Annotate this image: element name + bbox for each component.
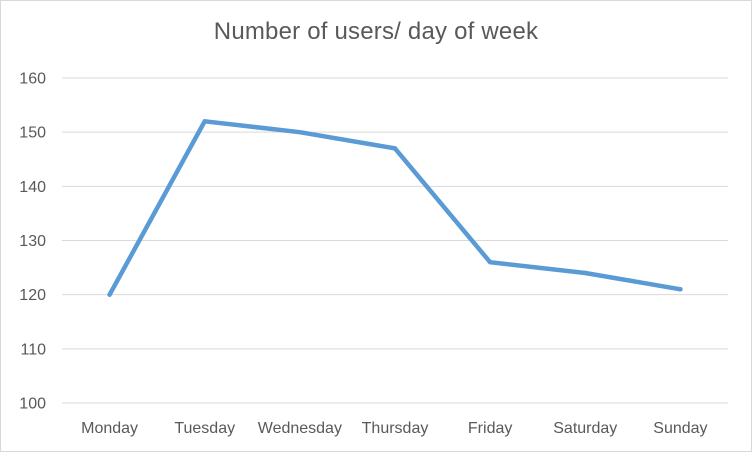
x-tick-label: Thursday xyxy=(362,420,429,437)
y-tick-label: 160 xyxy=(19,71,46,88)
series-group xyxy=(107,119,683,297)
data-point xyxy=(678,287,683,292)
x-axis-ticks: Monday Tuesday Wednesday Thursday Friday Satu… xyxy=(81,420,707,437)
gridlines xyxy=(62,77,728,404)
y-tick-label: 100 xyxy=(19,396,46,413)
x-tick-label: Wednesday xyxy=(258,420,342,437)
y-tick-label: 150 xyxy=(19,125,46,142)
x-tick-label: Tuesday xyxy=(174,420,235,437)
y-tick-label: 120 xyxy=(19,287,46,304)
y-axis-ticks: 100 110 120 130 140 150 160 xyxy=(19,71,46,413)
x-tick-label: Friday xyxy=(468,420,512,437)
y-tick-label: 110 xyxy=(20,341,46,358)
data-point xyxy=(583,270,588,276)
data-point xyxy=(202,119,207,124)
data-point xyxy=(487,259,493,265)
y-tick-label: 130 xyxy=(19,233,46,250)
data-point xyxy=(107,292,112,297)
data-point xyxy=(297,129,303,135)
chart-title: Number of users/ day of week xyxy=(213,18,539,45)
x-tick-label: Monday xyxy=(81,420,138,437)
x-tick-label: Saturday xyxy=(553,420,617,437)
x-tick-label: Sunday xyxy=(653,420,707,437)
data-point xyxy=(392,146,398,151)
y-tick-label: 140 xyxy=(19,179,46,196)
